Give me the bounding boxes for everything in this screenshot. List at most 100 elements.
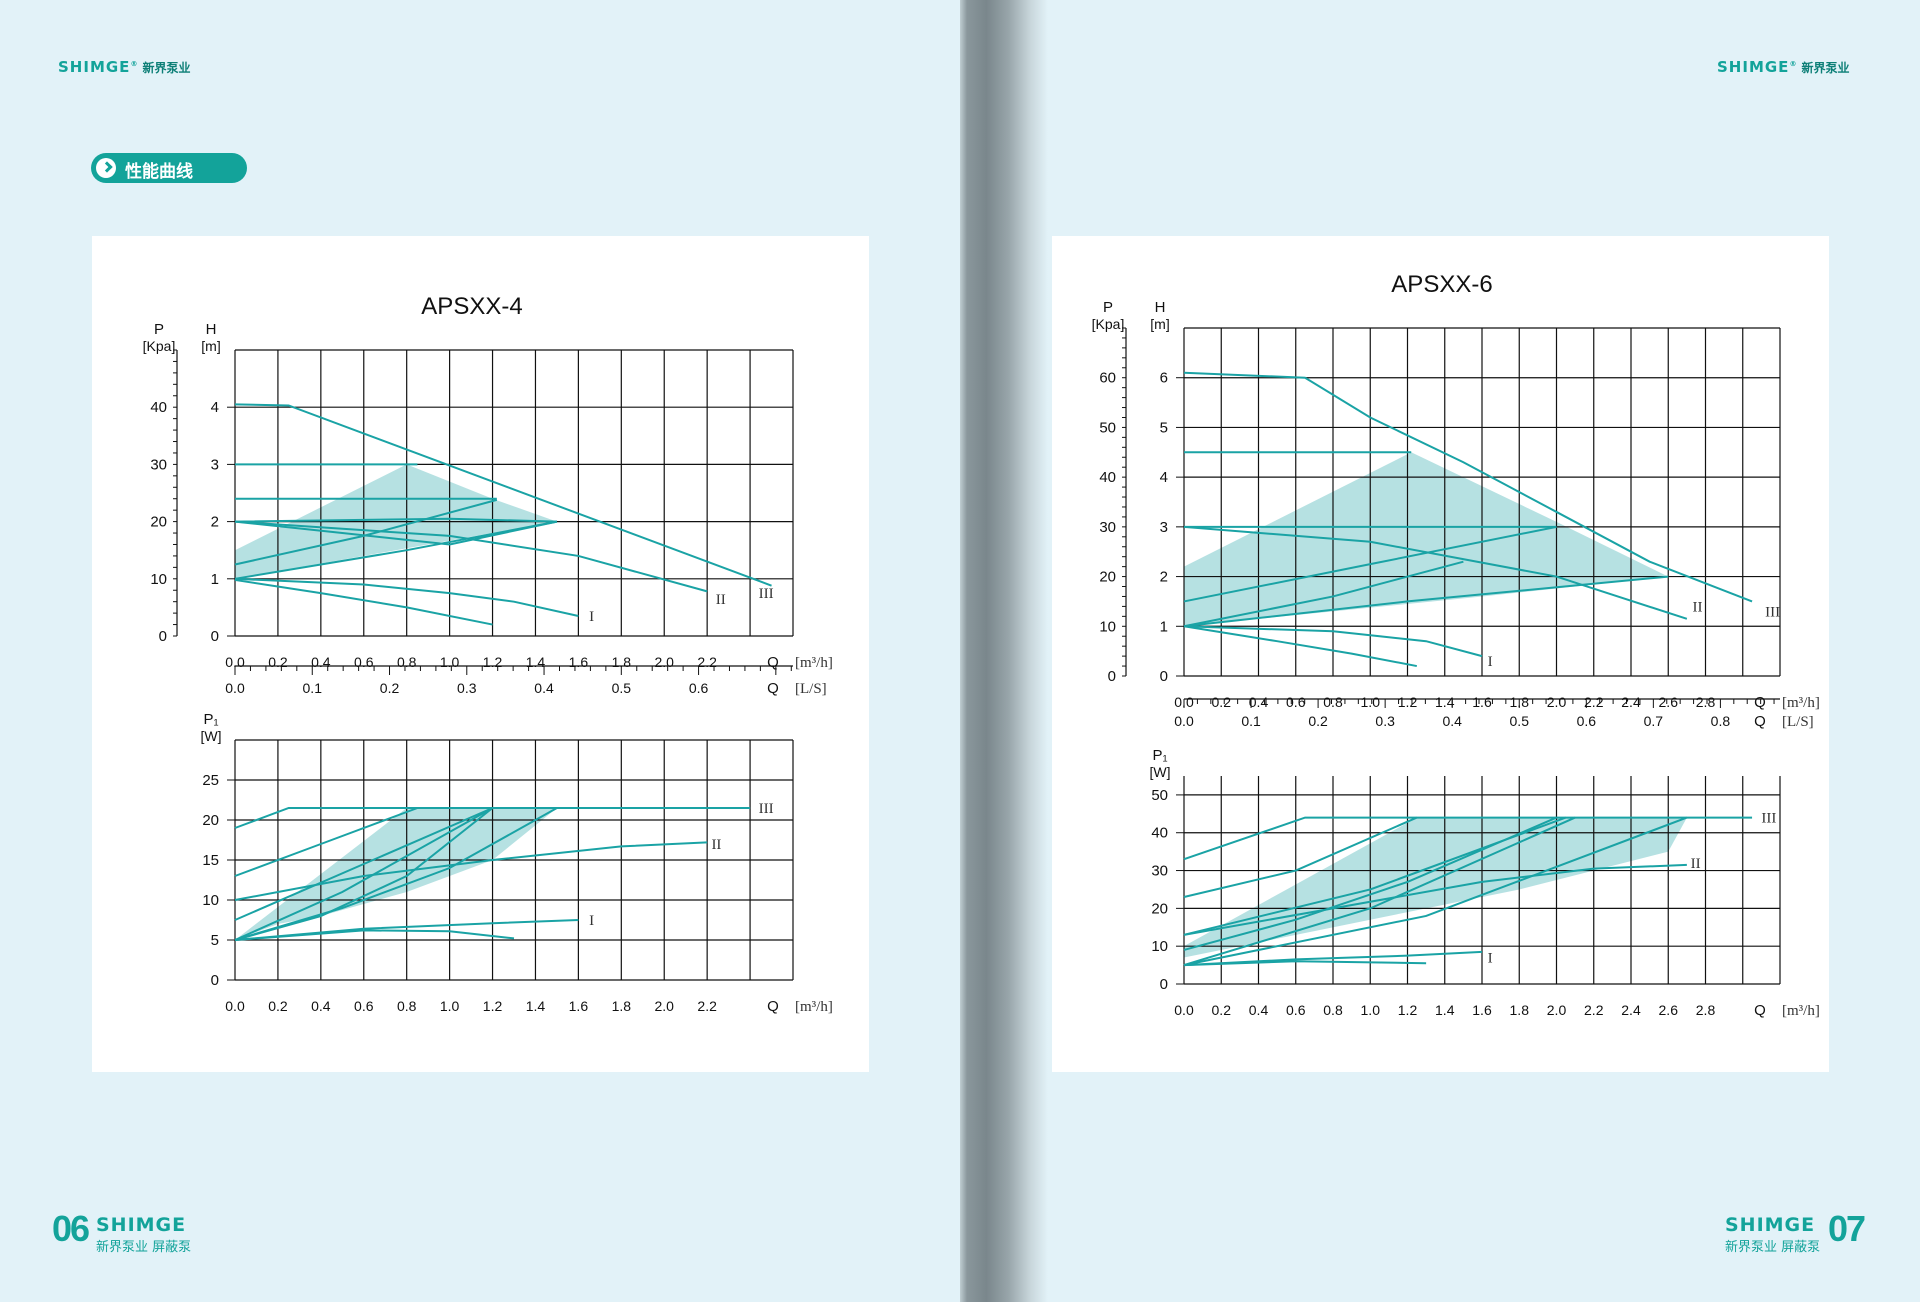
ls-axis-unit: [L/S]: [795, 681, 827, 697]
x-tick-label: 0.0: [225, 998, 245, 1014]
y-tick-label: 2: [211, 514, 219, 531]
curve-speed-III: [1183, 816, 1753, 861]
p-axis-label: P: [154, 321, 164, 338]
x-tick-label: 0.6: [354, 998, 374, 1014]
y-tick-label: 10: [202, 892, 219, 909]
speed-label: II: [716, 592, 726, 608]
speed-label: I: [1488, 951, 1493, 967]
x-tick-label: 0.0: [1174, 1002, 1194, 1018]
ls-tick-label: 0.1: [303, 680, 323, 696]
curve-aux-5: [234, 807, 493, 921]
y-tick-label: 4: [1160, 469, 1168, 486]
y-tick-label: 3: [1160, 519, 1168, 536]
x-axis-label: Q: [767, 998, 779, 1015]
x-tick-label: 0.8: [397, 654, 417, 670]
curve-aux-7: [1183, 816, 1688, 967]
p-tick-label: 60: [1099, 370, 1116, 387]
x-tick-label: 1.0: [1361, 694, 1381, 710]
y-tick-label: 15: [202, 852, 219, 869]
x-tick-label: 0.8: [397, 998, 417, 1014]
curve-speed-II: [234, 841, 708, 901]
y-tick-label: 1: [1160, 618, 1168, 635]
curve-speed-III: [234, 807, 751, 829]
y-tick-label: 6: [1160, 370, 1168, 387]
x-tick-label: 1.2: [1398, 1002, 1418, 1018]
ls-axis-label: Q: [767, 680, 779, 697]
ls-tick-label: 0.8: [1711, 713, 1731, 729]
y-tick-label: 2: [1160, 569, 1168, 586]
x-tick-label: 2.2: [1584, 694, 1604, 710]
y-tick-label: 25: [202, 772, 219, 789]
y-tick-label: 40: [1151, 825, 1168, 842]
x-tick-label: 1.8: [612, 998, 632, 1014]
x-tick-label: 1.2: [483, 998, 503, 1014]
grid: [1183, 327, 1781, 677]
p-tick-label: 40: [150, 399, 167, 416]
curve-aux-8: [1183, 816, 1557, 951]
footer-brand-right: SHIMGE: [1725, 1214, 1816, 1236]
x-tick-label: 1.2: [483, 654, 503, 670]
p-tick-label: 50: [1099, 419, 1116, 436]
y-tick-label: 0: [1160, 668, 1168, 685]
x-axis-unit: [m³/h]: [1782, 1003, 1820, 1019]
x-tick-label: 0.4: [1249, 694, 1269, 710]
p-tick-label: 30: [1099, 519, 1116, 536]
curve-aux-3: [234, 929, 515, 941]
x-axis-unit: [m³/h]: [795, 999, 833, 1015]
operating-area: [235, 808, 557, 940]
speed-label: I: [589, 913, 594, 929]
curve-aux-8: [1183, 560, 1464, 628]
section-title-pill: 性能曲线: [91, 153, 247, 183]
x-tick-label: 2.2: [697, 998, 717, 1014]
x-tick-label: 1.8: [1510, 1002, 1530, 1018]
x-tick-label: 2.0: [654, 998, 674, 1014]
curve-speed-II: [1183, 525, 1688, 620]
curve-speed-II: [234, 520, 708, 593]
x-axis-unit: [m³/h]: [795, 655, 833, 671]
book-spine: [960, 0, 1048, 1302]
ls-axis-unit: [L/S]: [1782, 714, 1814, 730]
curve-aux-6: [1183, 525, 1557, 603]
curve-aux-3: [1183, 960, 1427, 967]
y-tick-label: 5: [1160, 419, 1168, 436]
chart-apsxx-4: APSXX-4 0 1 2 3 4 0.0 0.2 0.4 0.6 0.8 1.0 1.2 1.4 1.6 1…: [143, 293, 833, 1015]
chart-panel-apsxx-4: APSXX-4 0 1 2 3 4 0.0 0.2 0.4 0.6 0.8 1.0 1.2 1.4 1.6 1…: [92, 236, 869, 1072]
y-axis-unit: [m]: [201, 338, 220, 354]
ls-tick-label: 0.3: [1375, 713, 1395, 729]
chevron-right-icon: [96, 158, 116, 178]
ls-tick-label: 0.5: [1510, 713, 1530, 729]
p-tick-label: 40: [1099, 469, 1116, 486]
p-axis-label: P: [1103, 299, 1113, 316]
ls-tick-label: 0.4: [1442, 713, 1462, 729]
x-tick-label: 2.6: [1659, 1002, 1679, 1018]
x-tick-label: 2.4: [1621, 694, 1641, 710]
p-axis-unit: [Kpa]: [1092, 316, 1125, 332]
speed-label: III: [759, 801, 774, 817]
curve-aux-3: [234, 578, 493, 626]
curve-aux-9: [234, 520, 558, 546]
curve-aux-4: [1183, 816, 1418, 898]
footer-brand-left: SHIMGE: [96, 1214, 187, 1236]
speed-label: II: [711, 837, 721, 853]
y-tick-label: 5: [211, 932, 219, 949]
speed-label: I: [589, 609, 594, 625]
chart-title: APSXX-4: [421, 293, 522, 320]
x-tick-label: 2.6: [1659, 694, 1679, 710]
x-tick-label: 1.6: [1472, 1002, 1492, 1018]
x-tick-label: 0.2: [1212, 694, 1232, 710]
y-axis-label: P₁: [203, 711, 218, 728]
ls-tick-label: 0.2: [1308, 713, 1328, 729]
y-axis-unit: [W]: [201, 728, 222, 744]
page-number-right: 07: [1828, 1208, 1866, 1249]
ls-tick-label: 0.6: [689, 680, 709, 696]
p-axis-unit: [Kpa]: [143, 338, 176, 354]
y-tick-label: 3: [211, 456, 219, 473]
x-axis-label: Q: [1754, 694, 1766, 711]
ls-tick-label: 0.6: [1577, 713, 1597, 729]
ls-tick-label: 0.4: [534, 680, 554, 696]
brand-cn: 新界泵业: [142, 61, 191, 75]
grid: [234, 349, 794, 637]
brand-cn: 新界泵业: [1801, 61, 1850, 75]
y-axis-label: P₁: [1152, 747, 1167, 764]
